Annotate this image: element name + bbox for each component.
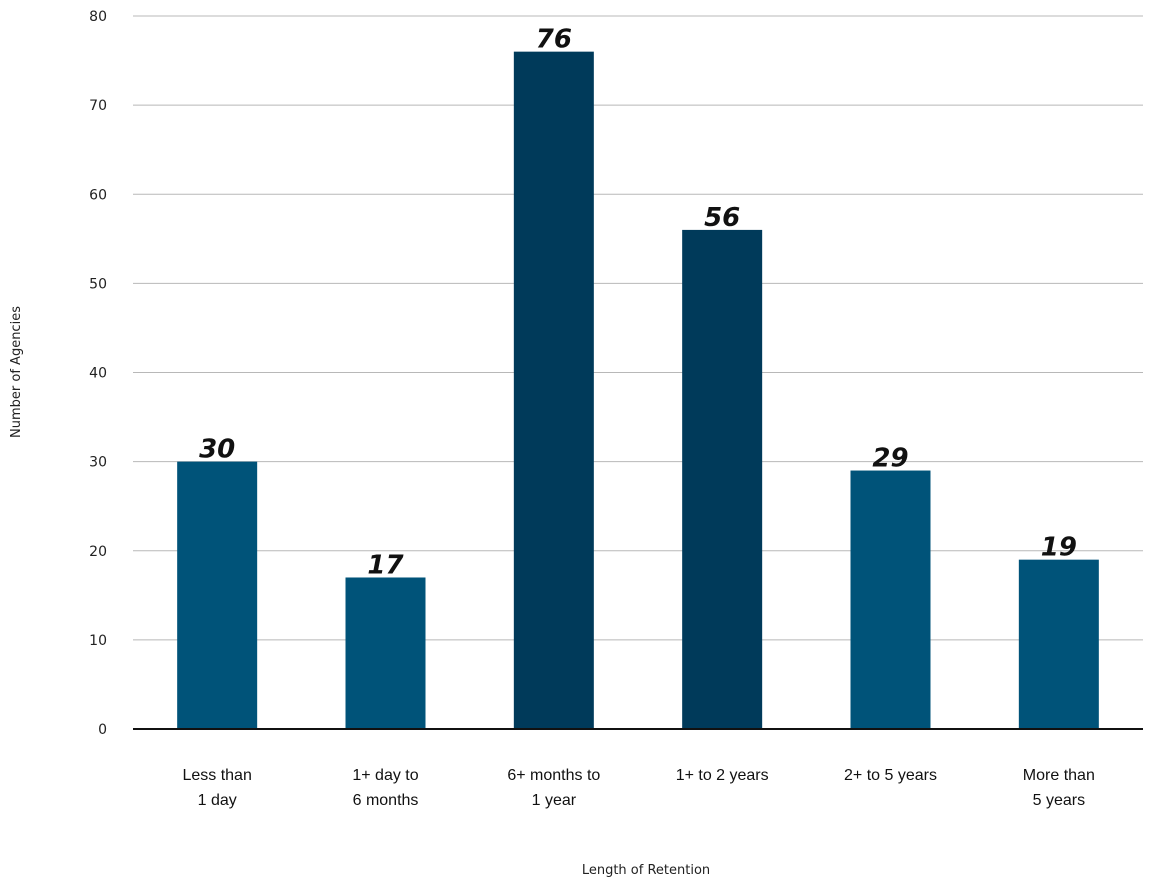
y-tick-label: 30 [89,455,107,471]
bar [850,470,931,729]
x-category-line: 2+ to 5 years [844,767,937,784]
x-axis-title: Length of Retention [582,863,710,878]
x-category-line: 6 months [353,792,419,809]
data-labels: 30 17 76 56 29 19 [199,25,1077,581]
bar [1018,559,1099,729]
y-tick-label: 70 [89,98,107,114]
x-category-label: More than 5 years [1023,767,1095,809]
bar [513,51,594,729]
y-tick-label: 40 [89,366,107,382]
y-axis-ticks: 0 10 20 30 40 50 60 70 80 [89,9,107,738]
x-category-label: 1+ to 2 years [676,767,769,784]
x-axis-categories: Less than 1 day 1+ day to 6 months 6+ months… [182,767,1094,809]
bar-value-label: 29 [872,444,908,474]
bar-value-label: 76 [536,25,572,55]
x-category-line: 1 day [198,792,237,809]
x-category-line: 1+ to 2 years [676,767,769,784]
x-category-label: 6+ months to 1 year [507,767,600,809]
bar-value-label: 56 [704,203,740,233]
y-tick-label: 50 [89,276,107,292]
gridlines [133,15,1143,641]
x-category-line: 6+ months to [507,767,600,784]
x-category-line: 5 years [1033,792,1085,809]
bar [682,229,763,729]
x-category-label: 1+ day to 6 months [352,767,418,809]
y-tick-label: 0 [98,722,107,738]
bar-value-label: 30 [199,435,235,465]
x-category-line: More than [1023,767,1095,784]
bars [177,51,1099,729]
bar-value-label: 17 [367,550,404,580]
y-tick-label: 20 [89,544,107,560]
bar [177,461,258,729]
x-category-line: 1 year [532,792,577,809]
y-tick-label: 60 [89,187,107,203]
x-category-line: Less than [182,767,251,784]
bar-value-label: 19 [1041,533,1077,563]
bar [345,577,426,729]
y-tick-label: 80 [89,9,107,25]
y-tick-label: 10 [89,633,107,649]
x-category-label: 2+ to 5 years [844,767,937,784]
x-category-label: Less than 1 day [182,767,251,809]
x-category-line: 1+ day to [352,767,418,784]
y-axis-title: Number of Agencies [9,306,24,438]
